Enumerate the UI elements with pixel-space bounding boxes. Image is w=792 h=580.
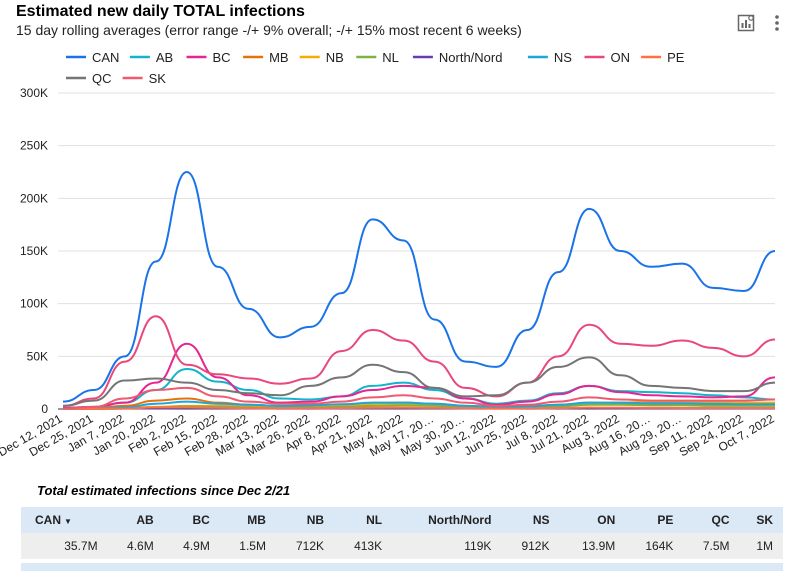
col-header-north[interactable]: North/Nord [388, 507, 498, 533]
series-line-can [62, 170, 776, 403]
col-header-ab[interactable]: AB [103, 507, 160, 533]
series-line-ns [62, 400, 775, 410]
cell-north: 119K [388, 533, 498, 559]
legend-item: MB [269, 50, 289, 65]
y-tick-label: 150K [20, 244, 48, 258]
legend-item: NB [326, 50, 344, 65]
series-line-sk [62, 386, 776, 410]
y-tick-label: 250K [20, 139, 48, 153]
series-line-nl [62, 403, 775, 410]
y-tick-label: 300K [20, 86, 48, 100]
legend-item: NL [382, 50, 399, 65]
legend-item: SK [149, 71, 167, 86]
col-header-ns[interactable]: NS [497, 507, 556, 533]
page-subtitle: 15 day rolling averages (error range -/+… [16, 22, 522, 38]
cell-ns: 912K [497, 533, 556, 559]
col-header-mb[interactable]: MB [215, 507, 272, 533]
cell-ab: 4.6M [103, 533, 160, 559]
y-tick-label: 0 [41, 402, 48, 416]
legend-item: BC [213, 50, 231, 65]
table-header-row: CAN ▼ AB BC MB NB NL North/Nord NS ON PE … [21, 507, 783, 533]
sort-desc-icon[interactable]: ▼ [64, 517, 72, 526]
table-title: Total estimated infections since Dec 2/2… [37, 483, 291, 498]
legend-item: ON [611, 50, 631, 65]
legend-item: North/Nord [439, 50, 503, 65]
cell-qc: 7.5M [679, 533, 736, 559]
col-header-sk[interactable]: SK [735, 507, 783, 533]
page-title: Estimated new daily TOTAL infections [16, 3, 305, 20]
cell-nb: 712K [271, 533, 331, 559]
cell-pe: 164K [621, 533, 680, 559]
col-header-bc[interactable]: BC [159, 507, 216, 533]
legend-item: PE [667, 50, 685, 65]
cell-bc: 4.9M [159, 533, 216, 559]
insights-chart-icon[interactable] [737, 14, 755, 32]
legend-item: QC [92, 71, 112, 86]
series-line-qc [62, 356, 776, 407]
cell-mb: 1.5M [215, 533, 272, 559]
totals-table: CAN ▼ AB BC MB NB NL North/Nord NS ON PE … [21, 507, 783, 559]
cell-nl: 413K [330, 533, 389, 559]
col-header-nl[interactable]: NL [330, 507, 389, 533]
cell-can: 35.7M [21, 533, 104, 559]
col-header-qc[interactable]: QC [679, 507, 736, 533]
cell-on: 13.9M [555, 533, 622, 559]
table-footer-strip [21, 563, 783, 571]
series-line-pe [62, 406, 775, 410]
y-tick-label: 200K [20, 191, 48, 205]
table-row: 35.7M 4.6M 4.9M 1.5M 712K 413K 119K 912K… [21, 533, 783, 559]
y-tick-label: 100K [20, 297, 48, 311]
legend-item: AB [156, 50, 173, 65]
col-header-on[interactable]: ON [555, 507, 622, 533]
y-tick-label: 50K [27, 349, 48, 363]
series-line-on [62, 315, 776, 407]
col-header-nb[interactable]: NB [271, 507, 331, 533]
series-line-bc [62, 342, 776, 409]
legend-item: NS [554, 50, 572, 65]
col-header-pe[interactable]: PE [621, 507, 680, 533]
more-vertical-icon[interactable] [772, 14, 782, 32]
col-header-can[interactable]: CAN ▼ [21, 507, 104, 533]
cell-sk: 1M [735, 533, 783, 559]
legend-item: CAN [92, 50, 119, 65]
